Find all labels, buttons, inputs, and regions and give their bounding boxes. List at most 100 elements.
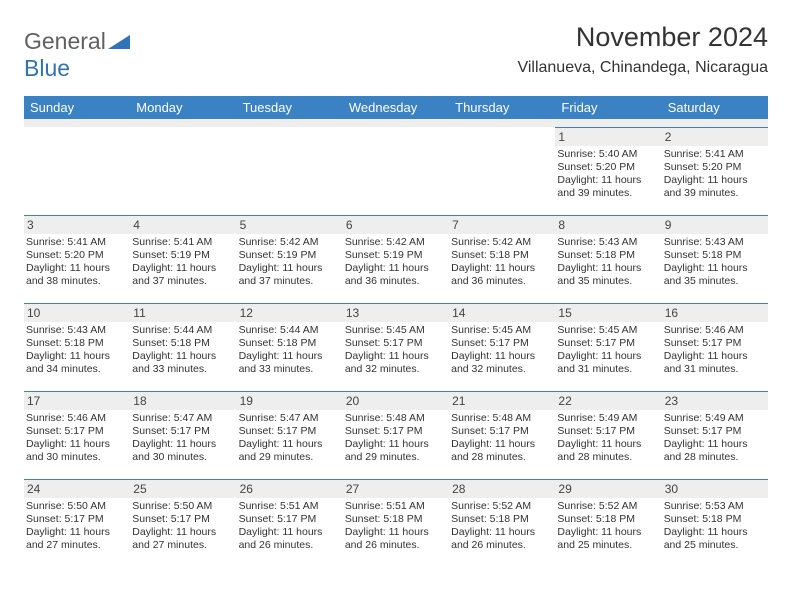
day-number: 25 [130,480,236,498]
calendar-day-cell: 1Sunrise: 5:40 AMSunset: 5:20 PMDaylight… [555,127,661,215]
day-details: Sunrise: 5:43 AMSunset: 5:18 PMDaylight:… [26,324,126,377]
calendar-day-cell: 28Sunrise: 5:52 AMSunset: 5:18 PMDayligh… [449,479,555,567]
sunset-line: Sunset: 5:17 PM [451,425,551,438]
spacer-row [24,119,768,127]
day-number: 20 [343,392,449,410]
sunrise-line: Sunrise: 5:49 AM [557,412,657,425]
daylight-line: Daylight: 11 hours and 28 minutes. [664,438,764,464]
daylight-line: Daylight: 11 hours and 27 minutes. [26,526,126,552]
sunset-line: Sunset: 5:17 PM [345,425,445,438]
daylight-line: Daylight: 11 hours and 33 minutes. [132,350,232,376]
day-details: Sunrise: 5:43 AMSunset: 5:18 PMDaylight:… [557,236,657,289]
calendar-day-cell: 6Sunrise: 5:42 AMSunset: 5:19 PMDaylight… [343,215,449,303]
sunset-line: Sunset: 5:20 PM [664,161,764,174]
day-number: 26 [237,480,343,498]
sunrise-line: Sunrise: 5:47 AM [239,412,339,425]
calendar-day-cell: 16Sunrise: 5:46 AMSunset: 5:17 PMDayligh… [662,303,768,391]
sunrise-line: Sunrise: 5:42 AM [239,236,339,249]
sunrise-line: Sunrise: 5:50 AM [26,500,126,513]
day-number: 16 [662,304,768,322]
calendar-day-cell: 25Sunrise: 5:50 AMSunset: 5:17 PMDayligh… [130,479,236,567]
sunrise-line: Sunrise: 5:43 AM [664,236,764,249]
day-details: Sunrise: 5:52 AMSunset: 5:18 PMDaylight:… [451,500,551,553]
sunset-line: Sunset: 5:18 PM [345,513,445,526]
sunset-line: Sunset: 5:18 PM [239,337,339,350]
day-details: Sunrise: 5:52 AMSunset: 5:18 PMDaylight:… [557,500,657,553]
daylight-line: Daylight: 11 hours and 36 minutes. [451,262,551,288]
daylight-line: Daylight: 11 hours and 32 minutes. [345,350,445,376]
daylight-line: Daylight: 11 hours and 26 minutes. [239,526,339,552]
sunset-line: Sunset: 5:17 PM [26,425,126,438]
calendar-day-cell: 17Sunrise: 5:46 AMSunset: 5:17 PMDayligh… [24,391,130,479]
sunrise-line: Sunrise: 5:50 AM [132,500,232,513]
calendar-day-cell: 24 Sunrise: 5:50 AMSunset: 5:17 PMDayligh… [24,479,130,567]
daylight-line: Daylight: 11 hours and 37 minutes. [239,262,339,288]
day-number: 21 [449,392,555,410]
daylight-line: Daylight: 11 hours and 35 minutes. [664,262,764,288]
logo-word-blue: Blue [24,55,70,81]
daylight-line: Daylight: 11 hours and 30 minutes. [26,438,126,464]
day-number: 10 [24,304,130,322]
day-number: 14 [449,304,555,322]
sunset-line: Sunset: 5:19 PM [132,249,232,262]
daylight-line: Daylight: 11 hours and 39 minutes. [557,174,657,200]
day-number: 8 [555,216,661,234]
day-details: Sunrise: 5:45 AMSunset: 5:17 PMDaylight:… [345,324,445,377]
day-details: Sunrise: 5:42 AMSunset: 5:19 PMDaylight:… [345,236,445,289]
sunset-line: Sunset: 5:18 PM [451,249,551,262]
sunset-line: Sunset: 5:17 PM [132,425,232,438]
daylight-line: Daylight: 11 hours and 30 minutes. [132,438,232,464]
header: General Blue November 2024 Villanueva, C… [24,22,768,82]
calendar-day-cell: 22Sunrise: 5:49 AMSunset: 5:17 PMDayligh… [555,391,661,479]
calendar-week-row: 3Sunrise: 5:41 AMSunset: 5:20 PMDaylight… [24,215,768,303]
sunrise-line: Sunrise: 5:47 AM [132,412,232,425]
daylight-line: Daylight: 11 hours and 34 minutes. [26,350,126,376]
calendar-day-cell: 20 Sunrise: 5:48 AMSunset: 5:17 PMDayligh… [343,391,449,479]
day-details: Sunrise: 5:49 AMSunset: 5:17 PMDaylight:… [557,412,657,465]
day-details: Sunrise: 5:40 AMSunset: 5:20 PMDaylight:… [557,148,657,201]
calendar-empty-cell [24,127,130,215]
daylight-line: Daylight: 11 hours and 35 minutes. [557,262,657,288]
calendar-empty-cell [343,127,449,215]
calendar-week-row: 24Sunrise: 5:50 AMSunset: 5:17 PMDayligh… [24,479,768,567]
day-number: 15 [555,304,661,322]
day-details: Sunrise: 5:48 AMSunset: 5:17 PMDaylight:… [345,412,445,465]
column-header: Friday [555,96,661,119]
daylight-line: Daylight: 11 hours and 38 minutes. [26,262,126,288]
day-number: 27 [343,480,449,498]
sunset-line: Sunset: 5:17 PM [664,425,764,438]
sunset-line: Sunset: 5:18 PM [132,337,232,350]
day-details: Sunrise: 5:49 AMSunset: 5:17 PMDaylight:… [664,412,764,465]
day-details: Sunrise: 5:47 AMSunset: 5:17 PMDaylight:… [132,412,232,465]
sunrise-line: Sunrise: 5:41 AM [664,148,764,161]
day-number: 29 [555,480,661,498]
daylight-line: Daylight: 11 hours and 28 minutes. [451,438,551,464]
daylight-line: Daylight: 11 hours and 39 minutes. [664,174,764,200]
calendar-day-cell: 15Sunrise: 5:45 AMSunset: 5:17 PMDayligh… [555,303,661,391]
column-header: Tuesday [237,96,343,119]
logo: General Blue [24,22,130,82]
day-details: Sunrise: 5:50 AMSunset: 5:17 PMDaylight:… [26,500,126,553]
calendar-table: SundayMondayTuesdayWednesdayThursdayFrid… [24,96,768,567]
daylight-line: Daylight: 11 hours and 26 minutes. [451,526,551,552]
sunset-line: Sunset: 5:18 PM [664,513,764,526]
day-number: 4 [130,216,236,234]
sunrise-line: Sunrise: 5:41 AM [26,236,126,249]
day-number: 24 [24,480,130,498]
sunrise-line: Sunrise: 5:52 AM [557,500,657,513]
day-details: Sunrise: 5:48 AMSunset: 5:17 PMDaylight:… [451,412,551,465]
calendar-empty-cell [237,127,343,215]
calendar-day-cell: 7Sunrise: 5:42 AMSunset: 5:18 PMDaylight… [449,215,555,303]
sunset-line: Sunset: 5:17 PM [239,513,339,526]
day-details: Sunrise: 5:42 AMSunset: 5:18 PMDaylight:… [451,236,551,289]
day-details: Sunrise: 5:41 AMSunset: 5:20 PMDaylight:… [664,148,764,201]
calendar-day-cell: 10 Sunrise: 5:43 AMSunset: 5:18 PMDayligh… [24,303,130,391]
sunrise-line: Sunrise: 5:51 AM [239,500,339,513]
daylight-line: Daylight: 11 hours and 26 minutes. [345,526,445,552]
sunrise-line: Sunrise: 5:48 AM [451,412,551,425]
calendar-day-cell: 8 Sunrise: 5:43 AMSunset: 5:18 PMDaylight… [555,215,661,303]
title-block: November 2024 Villanueva, Chinandega, Ni… [517,22,768,77]
day-details: Sunrise: 5:41 AMSunset: 5:19 PMDaylight:… [132,236,232,289]
day-details: Sunrise: 5:43 AMSunset: 5:18 PMDaylight:… [664,236,764,289]
column-header: Monday [130,96,236,119]
